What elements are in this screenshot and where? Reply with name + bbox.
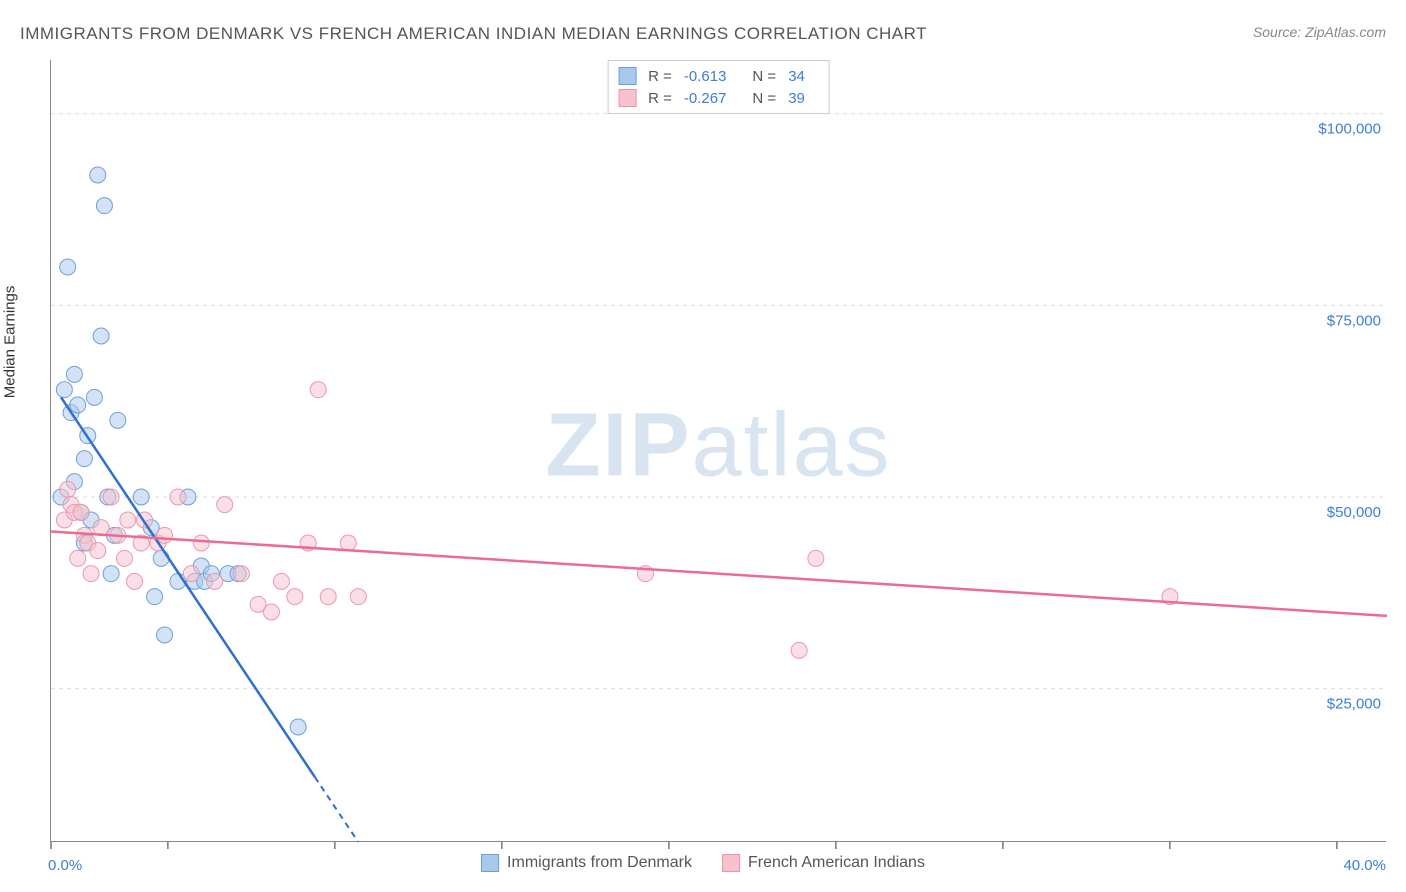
y-axis-label: Median Earnings [2, 286, 19, 399]
svg-text:$100,000: $100,000 [1318, 121, 1381, 138]
swatch-series-1 [618, 67, 636, 85]
chart-container: IMMIGRANTS FROM DENMARK VS FRENCH AMERIC… [0, 0, 1406, 892]
swatch-icon [722, 854, 740, 872]
x-axis-min: 0.0% [48, 857, 82, 874]
legend-label: Immigrants from Denmark [507, 854, 692, 872]
legend-item-2: French American Indians [722, 854, 925, 872]
correlation-legend: R = -0.613 N = 34 R = -0.267 N = 39 [607, 60, 830, 114]
legend-row-series-1: R = -0.613 N = 34 [618, 65, 819, 87]
svg-text:$25,000: $25,000 [1327, 696, 1381, 713]
swatch-icon [481, 854, 499, 872]
legend-label: French American Indians [748, 854, 925, 872]
plot-area: ZIPatlas $25,000$50,000$75,000$100,000 R… [50, 60, 1386, 842]
source-attribution: Source: ZipAtlas.com [1253, 24, 1386, 40]
legend-row-series-2: R = -0.267 N = 39 [618, 87, 819, 109]
svg-text:$75,000: $75,000 [1327, 312, 1381, 329]
series-legend: Immigrants from Denmark French American … [481, 854, 925, 872]
x-axis-max: 40.0% [1343, 857, 1386, 874]
chart-title: IMMIGRANTS FROM DENMARK VS FRENCH AMERIC… [20, 24, 927, 44]
svg-text:$50,000: $50,000 [1327, 504, 1381, 521]
scatter-plot-svg: $25,000 $50,000 $75,000 $100,000 [51, 60, 1386, 841]
legend-item-1: Immigrants from Denmark [481, 854, 692, 872]
swatch-series-2 [618, 89, 636, 107]
